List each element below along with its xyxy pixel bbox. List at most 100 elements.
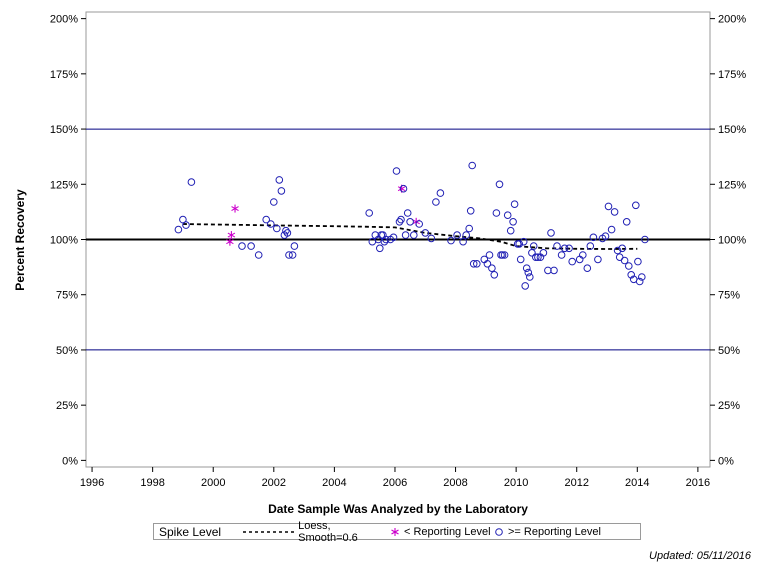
data-point-above-reporting — [389, 233, 398, 242]
y-axis-title: Percent Recovery — [13, 189, 27, 291]
data-point-above-reporting — [483, 260, 492, 268]
data-point-above-reporting — [247, 242, 255, 250]
x-tick-label: 1996 — [80, 477, 104, 489]
y-tick-label-left: 0% — [62, 455, 78, 467]
data-point-above-reporting — [406, 218, 414, 226]
x-tick-label: 2010 — [504, 477, 528, 489]
data-point-above-reporting — [427, 234, 436, 243]
data-point-above-reporting — [607, 225, 616, 234]
data-point-above-reporting — [453, 231, 461, 239]
data-point-above-reporting — [613, 246, 622, 255]
data-point-above-reporting — [459, 237, 467, 246]
data-point-above-reporting — [465, 224, 474, 233]
data-point-above-reporting — [498, 251, 507, 259]
data-point-above-reporting — [534, 253, 542, 262]
data-point-above-reporting — [447, 236, 455, 245]
data-point-above-reporting — [521, 282, 530, 290]
data-point-above-reporting — [632, 201, 640, 210]
data-point-above-reporting — [550, 266, 558, 275]
data-point-above-reporting — [267, 220, 275, 228]
data-point-above-reporting — [365, 209, 374, 217]
data-point-above-reporting — [625, 262, 633, 270]
data-point-above-reporting — [610, 208, 619, 216]
data-point-above-reporting — [254, 251, 263, 259]
data-point-above-reporting — [594, 255, 602, 264]
star-icon — [391, 527, 399, 536]
data-point-below-reporting — [226, 237, 234, 246]
data-point-below-reporting — [227, 231, 236, 240]
data-point-above-reporting — [515, 240, 524, 248]
data-point-above-reporting — [583, 264, 592, 273]
data-point-above-reporting — [510, 200, 519, 208]
data-point-above-reporting — [392, 167, 401, 175]
data-point-above-reporting — [285, 251, 293, 259]
legend-label-loess: Loess, Smooth=0.6 — [298, 519, 358, 544]
x-tick-label: 2006 — [383, 477, 407, 489]
data-point-above-reporting — [557, 251, 566, 259]
data-point-above-reporting — [415, 220, 424, 228]
x-tick-label: 2008 — [443, 477, 467, 489]
data-point-above-reporting — [620, 256, 629, 265]
y-tick-label-right: 100% — [718, 235, 746, 247]
data-point-above-reporting — [270, 198, 278, 206]
data-point-above-reporting — [466, 207, 475, 215]
y-tick-label-left: 175% — [50, 69, 78, 81]
data-point-above-reporting — [539, 249, 548, 257]
y-tick-label-left: 100% — [50, 235, 78, 247]
y-tick-label-right: 200% — [718, 14, 746, 26]
x-axis-title: Date Sample Was Analyzed by the Laborato… — [268, 502, 528, 516]
data-point-above-reporting — [174, 225, 183, 234]
data-point-above-reporting — [547, 229, 555, 237]
data-point-above-reporting — [403, 209, 412, 217]
data-point-above-reporting — [288, 251, 297, 259]
legend-item-below-reporting: < Reporting Level — [390, 524, 494, 539]
data-point-above-reporting — [376, 244, 384, 253]
x-tick-label: 2012 — [564, 477, 588, 489]
data-point-above-reporting — [397, 215, 405, 224]
data-point-above-reporting — [187, 178, 196, 186]
data-point-above-reporting — [273, 224, 281, 233]
data-point-above-reporting — [529, 242, 538, 250]
x-tick-label: 2000 — [201, 477, 225, 489]
data-point-above-reporting — [382, 235, 390, 244]
y-tick-label-left: 50% — [56, 345, 78, 357]
data-point-above-reporting — [492, 209, 501, 217]
data-point-above-reporting — [627, 271, 636, 279]
loess-line — [182, 223, 638, 250]
y-tick-label-left: 25% — [56, 400, 78, 412]
data-point-above-reporting — [282, 226, 290, 235]
legend-title: Spike Level — [159, 524, 222, 539]
legend-label-below: < Reporting Level — [404, 525, 491, 538]
data-points — [174, 161, 649, 290]
data-point-above-reporting — [524, 268, 533, 277]
data-point-above-reporting — [399, 184, 408, 193]
y-tick-label-right: 150% — [718, 124, 746, 136]
data-point-above-reporting — [528, 249, 536, 257]
data-point-above-reporting — [277, 187, 286, 195]
circle-icon — [495, 527, 503, 536]
data-point-above-reporting — [589, 233, 598, 242]
y-axis-right: 0% 25% 50% 75% 100% 125% 150% 175% 200% — [710, 14, 746, 467]
x-tick-label: 2004 — [322, 477, 346, 489]
data-point-above-reporting — [506, 226, 515, 235]
y-tick-label-left: 75% — [56, 290, 78, 302]
data-point-above-reporting — [519, 237, 528, 246]
legend-item-loess: Loess, Smooth=0.6 — [242, 520, 390, 544]
data-point-above-reporting — [532, 253, 540, 262]
data-point-above-reporting — [553, 242, 561, 250]
y-tick-label-right: 25% — [718, 400, 740, 412]
x-tick-label: 1998 — [140, 477, 164, 489]
data-point-above-reporting — [262, 215, 271, 224]
data-point-above-reporting — [436, 189, 445, 197]
data-point-above-reporting — [586, 242, 595, 250]
data-point-above-reporting — [635, 277, 644, 286]
data-point-above-reporting — [604, 202, 613, 211]
data-point-above-reporting — [503, 211, 512, 219]
data-point-above-reporting — [473, 260, 481, 268]
loess-series-line — [182, 223, 638, 250]
data-point-above-reporting — [401, 231, 410, 239]
data-point-above-reporting — [526, 273, 534, 281]
data-point-above-reporting — [618, 244, 627, 253]
x-tick-label: 2016 — [686, 477, 710, 489]
data-point-above-reporting — [283, 229, 292, 237]
